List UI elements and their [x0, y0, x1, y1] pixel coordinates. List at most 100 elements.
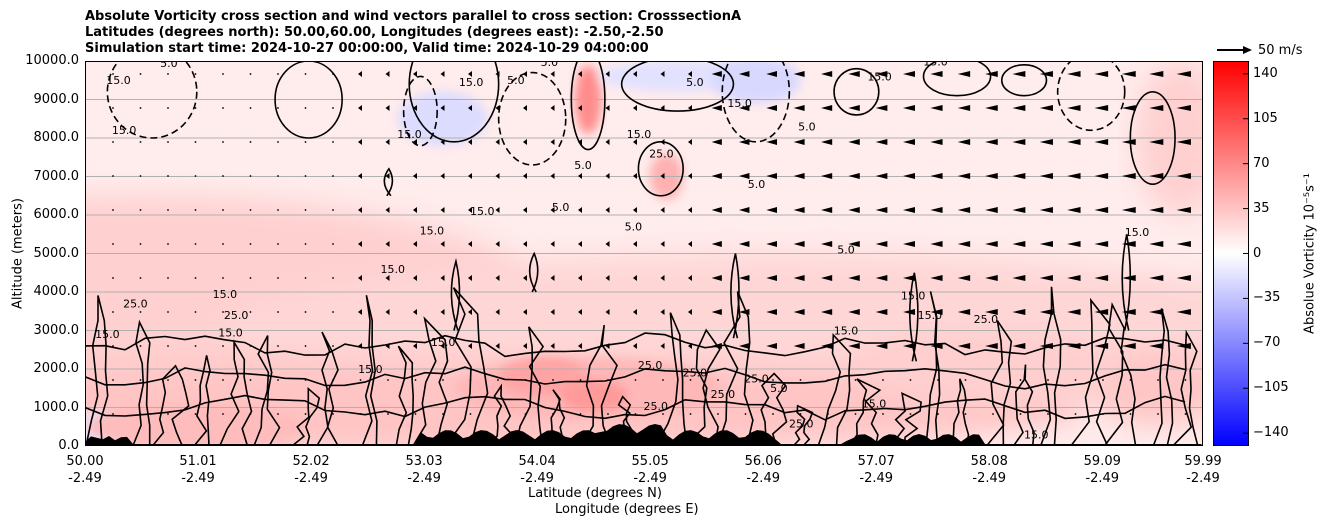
wind-vector [875, 309, 888, 315]
contour-label: 25.0 [224, 309, 249, 322]
wind-vector [194, 311, 197, 313]
wind-vector [744, 413, 747, 415]
contour-line [1121, 234, 1132, 331]
wind-vector [738, 309, 750, 315]
contour-line [132, 319, 151, 446]
wind-vector [660, 275, 665, 281]
wind-vector [662, 413, 664, 415]
wind-vector [1039, 275, 1053, 281]
wind-vector [332, 209, 334, 211]
wind-vector [413, 343, 417, 349]
contour-label: 25.0 [638, 359, 663, 372]
wind-vector [167, 209, 169, 211]
wind-vector [937, 413, 939, 415]
wind-vector [194, 277, 197, 279]
wind-vector [249, 379, 252, 381]
contour-line [925, 291, 941, 446]
wind-vector [711, 275, 722, 281]
contour-label: 5.0 [798, 120, 816, 133]
wind-vector [249, 277, 252, 279]
wind-vector [1039, 71, 1053, 77]
contour-line [950, 378, 970, 446]
terrain [85, 424, 1203, 446]
wind-vector [992, 413, 994, 415]
wind-vector [903, 139, 915, 145]
wind-vector [167, 277, 169, 279]
wind-vector [222, 311, 224, 313]
field-blob [498, 357, 589, 396]
wind-vector [332, 277, 334, 279]
wind-vector [332, 345, 334, 347]
wind-vector [660, 173, 665, 179]
wind-vector [495, 105, 500, 111]
contour-label: 5.0 [160, 61, 178, 70]
wind-vector [660, 105, 665, 111]
wind-vector [222, 379, 224, 381]
wind-vector [387, 379, 389, 381]
wind-vector [468, 173, 472, 179]
contour-label: 15.0 [381, 263, 406, 276]
wind-vector [468, 207, 472, 213]
colorbar-label: Absolue Vorticity 10⁻⁵s⁻¹ [1302, 173, 1318, 334]
contour-label: 15.0 [213, 288, 238, 301]
x-tick-label: 59.99 -2.49 [1168, 453, 1238, 487]
x-tick-lat: 54.04 [518, 454, 556, 469]
wind-vector [633, 309, 637, 315]
wind-vector [875, 275, 888, 281]
wind-vector [385, 309, 390, 315]
wind-vector [957, 275, 971, 281]
contour-line [193, 355, 211, 446]
wind-vector [799, 379, 802, 381]
wind-vector [139, 107, 142, 109]
wind-vector [738, 71, 750, 77]
wind-vector [711, 207, 722, 213]
wind-vector [793, 139, 805, 145]
wind-vector [793, 343, 805, 349]
wind-vector [222, 243, 224, 245]
wind-vector [358, 173, 362, 179]
wind-vector [385, 105, 390, 111]
wind-vector [1102, 413, 1104, 415]
contour-line [515, 326, 545, 446]
wind-vector [738, 275, 750, 281]
wind-vector [194, 73, 197, 75]
contour-labels: 15.0 5.0 15.0 15.0 15.0 5.0 5.0 5.0 15.0 5.0 15.0 1… [95, 61, 1149, 441]
wind-vector [875, 105, 888, 111]
x-tick-label: 52.02 -2.49 [276, 453, 346, 487]
wind-vector [957, 139, 971, 145]
wind-vector [194, 379, 197, 381]
contour-line [1070, 297, 1111, 446]
wind-vector [277, 345, 279, 347]
wind-vector [112, 243, 114, 245]
wind-vector [930, 275, 943, 281]
wind-vector [112, 277, 114, 279]
contour-line [717, 291, 754, 446]
wind-vector [495, 275, 500, 281]
colorbar-tick-label: 140 [1253, 65, 1278, 81]
wind-vector [523, 343, 527, 349]
wind-vector [1094, 173, 1109, 179]
wind-vector [167, 141, 169, 143]
contour-label: 5.0 [625, 220, 643, 233]
quiver-key-arrow [1217, 46, 1252, 54]
wind-vector [222, 413, 224, 415]
wind-vector [523, 139, 527, 145]
wind-vector [903, 71, 915, 77]
wind-vector [875, 343, 888, 349]
wind-vector [523, 275, 527, 281]
contour-label: 5.0 [748, 178, 766, 191]
wind-vector [738, 343, 750, 349]
contour-label: 5.0 [686, 76, 704, 89]
wind-vector [112, 413, 114, 415]
wind-vector [304, 107, 307, 109]
x-tick-lat: 55.05 [631, 454, 669, 469]
wind-vector [1149, 241, 1164, 247]
y-tick-label: 7000.0 [33, 168, 80, 184]
quiver-key-label: 50 m/s [1258, 43, 1303, 58]
wind-vector [711, 105, 722, 111]
wind-vector [1102, 379, 1104, 381]
wind-vector [222, 107, 224, 109]
colorbar-tick-label: 70 [1253, 155, 1270, 171]
wind-vector [930, 139, 943, 145]
wind-vector [1176, 309, 1191, 315]
